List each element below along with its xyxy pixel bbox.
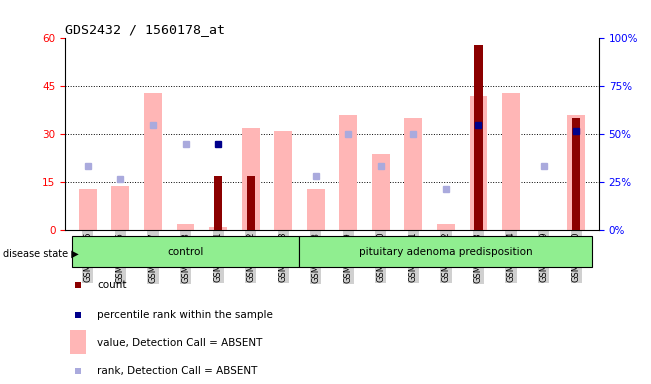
Bar bbox=[209, 227, 227, 230]
Bar bbox=[339, 115, 357, 230]
Text: pituitary adenoma predisposition: pituitary adenoma predisposition bbox=[359, 247, 533, 257]
Bar bbox=[247, 176, 255, 230]
Bar bbox=[372, 154, 390, 230]
Bar bbox=[274, 131, 292, 230]
Bar bbox=[299, 236, 592, 267]
Bar bbox=[475, 45, 482, 230]
Bar bbox=[469, 96, 488, 230]
Bar bbox=[111, 185, 130, 230]
Bar bbox=[502, 93, 520, 230]
Text: GDS2432 / 1560178_at: GDS2432 / 1560178_at bbox=[65, 23, 225, 36]
Bar bbox=[214, 176, 222, 230]
Bar bbox=[176, 224, 195, 230]
Bar bbox=[79, 189, 97, 230]
Text: control: control bbox=[167, 247, 204, 257]
Text: rank, Detection Call = ABSENT: rank, Detection Call = ABSENT bbox=[97, 366, 258, 376]
Bar bbox=[72, 236, 299, 267]
Text: count: count bbox=[97, 280, 127, 290]
Bar bbox=[242, 128, 260, 230]
Bar bbox=[70, 330, 87, 354]
Bar bbox=[404, 118, 422, 230]
Text: percentile rank within the sample: percentile rank within the sample bbox=[97, 310, 273, 320]
Bar bbox=[144, 93, 162, 230]
Text: value, Detection Call = ABSENT: value, Detection Call = ABSENT bbox=[97, 338, 262, 348]
Bar bbox=[572, 118, 580, 230]
Bar bbox=[567, 115, 585, 230]
Text: disease state ▶: disease state ▶ bbox=[3, 248, 79, 258]
Bar bbox=[307, 189, 325, 230]
Bar bbox=[437, 224, 455, 230]
